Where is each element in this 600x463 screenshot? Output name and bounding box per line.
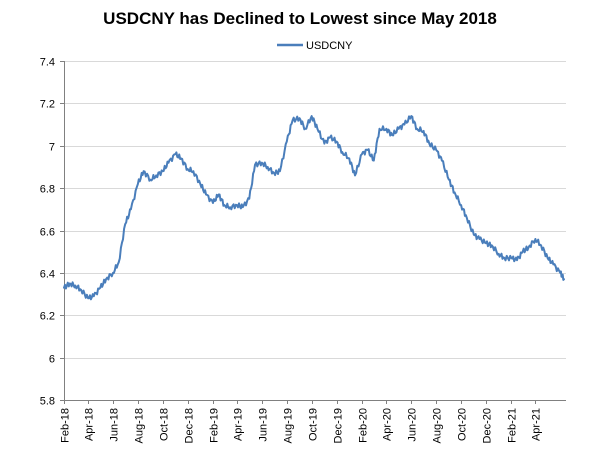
y-tick-label: 7.4 <box>40 57 55 69</box>
x-tick-label: Jun-20 <box>407 408 419 442</box>
x-tick-label: Feb-19 <box>209 408 221 443</box>
x-tick-label: Feb-20 <box>358 408 370 443</box>
y-tick-label: 6 <box>49 354 55 366</box>
y-tick-label: 7.2 <box>40 99 55 111</box>
gridlines <box>64 61 566 401</box>
x-tick-label: Dec-20 <box>482 408 494 443</box>
x-tick-label: Aug-20 <box>432 408 444 443</box>
series-layer <box>63 115 565 301</box>
y-tick-label: 6.8 <box>40 184 55 196</box>
axes <box>64 61 566 401</box>
x-tick-label: Dec-18 <box>184 408 196 443</box>
x-tick-label: Aug-19 <box>283 408 295 443</box>
chart-title: USDCNY has Declined to Lowest since May … <box>103 9 497 28</box>
y-tick-label: 5.8 <box>40 396 55 408</box>
y-tick-label: 6.2 <box>40 311 55 323</box>
x-tick-label: Apr-20 <box>382 408 394 441</box>
x-tick-label: Apr-19 <box>233 408 245 441</box>
x-tick-label: Oct-19 <box>308 408 320 441</box>
x-tick-label: Jun-19 <box>258 408 270 442</box>
y-tick-label: 6.6 <box>40 227 55 239</box>
y-axis-ticks: 5.8 6 6.2 6.4 6.6 6.8 7 7.2 7.4 <box>40 57 64 408</box>
x-tick-label: Oct-18 <box>159 408 171 441</box>
x-axis-ticks: Feb-18 Apr-18 Jun-18 Aug-18 Oct-18 Dec-18 Feb-… <box>60 400 543 443</box>
y-tick-label: 7 <box>49 142 55 154</box>
series-line-usdcny <box>63 115 565 301</box>
legend: USDCNY <box>277 40 353 52</box>
x-tick-label: Feb-18 <box>60 408 72 443</box>
x-tick-label: Apr-21 <box>531 408 543 441</box>
x-tick-label: Oct-20 <box>457 408 469 441</box>
x-tick-label: Jun-18 <box>109 408 121 442</box>
x-tick-label: Feb-21 <box>507 408 519 443</box>
x-tick-label: Dec-19 <box>333 408 345 443</box>
x-tick-label: Aug-18 <box>134 408 146 443</box>
legend-label-usdcny: USDCNY <box>306 40 353 52</box>
y-tick-label: 6.4 <box>40 269 55 281</box>
x-tick-label: Apr-18 <box>84 408 96 441</box>
